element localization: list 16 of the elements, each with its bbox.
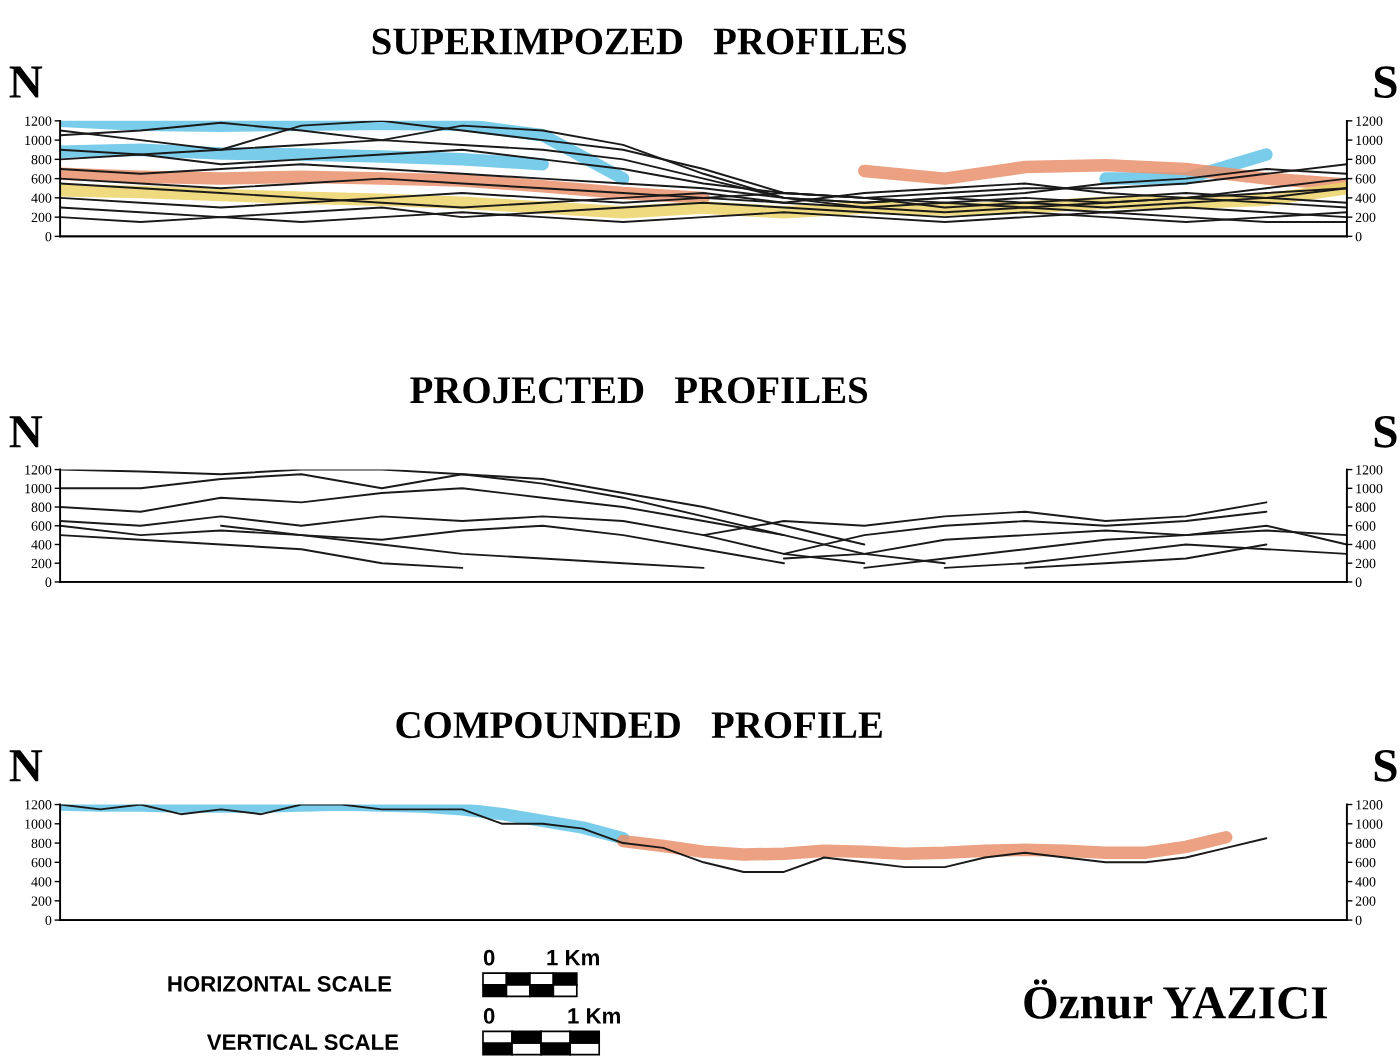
chart-title: COMPOUNDED PROFILE bbox=[396, 712, 882, 739]
text: 0 bbox=[483, 1008, 495, 1024]
chart-title: PROJECTED PROFILES bbox=[410, 377, 868, 404]
text: S bbox=[1374, 66, 1397, 98]
text: Öznur YAZICI bbox=[1024, 979, 1328, 1019]
text: S bbox=[1374, 749, 1397, 782]
text: 1 Km bbox=[568, 1008, 620, 1024]
text: S bbox=[1374, 415, 1397, 448]
text: HORIZONTAL SCALE bbox=[168, 976, 392, 992]
chart-title: SUPERIMPOZED PROFILES bbox=[372, 28, 906, 55]
text: N bbox=[9, 66, 43, 98]
text: N bbox=[9, 750, 43, 782]
text: 1 Km bbox=[547, 950, 599, 966]
text: VERTICAL SCALE bbox=[206, 1034, 399, 1051]
text: N bbox=[9, 416, 43, 448]
text: 0 bbox=[483, 949, 495, 966]
